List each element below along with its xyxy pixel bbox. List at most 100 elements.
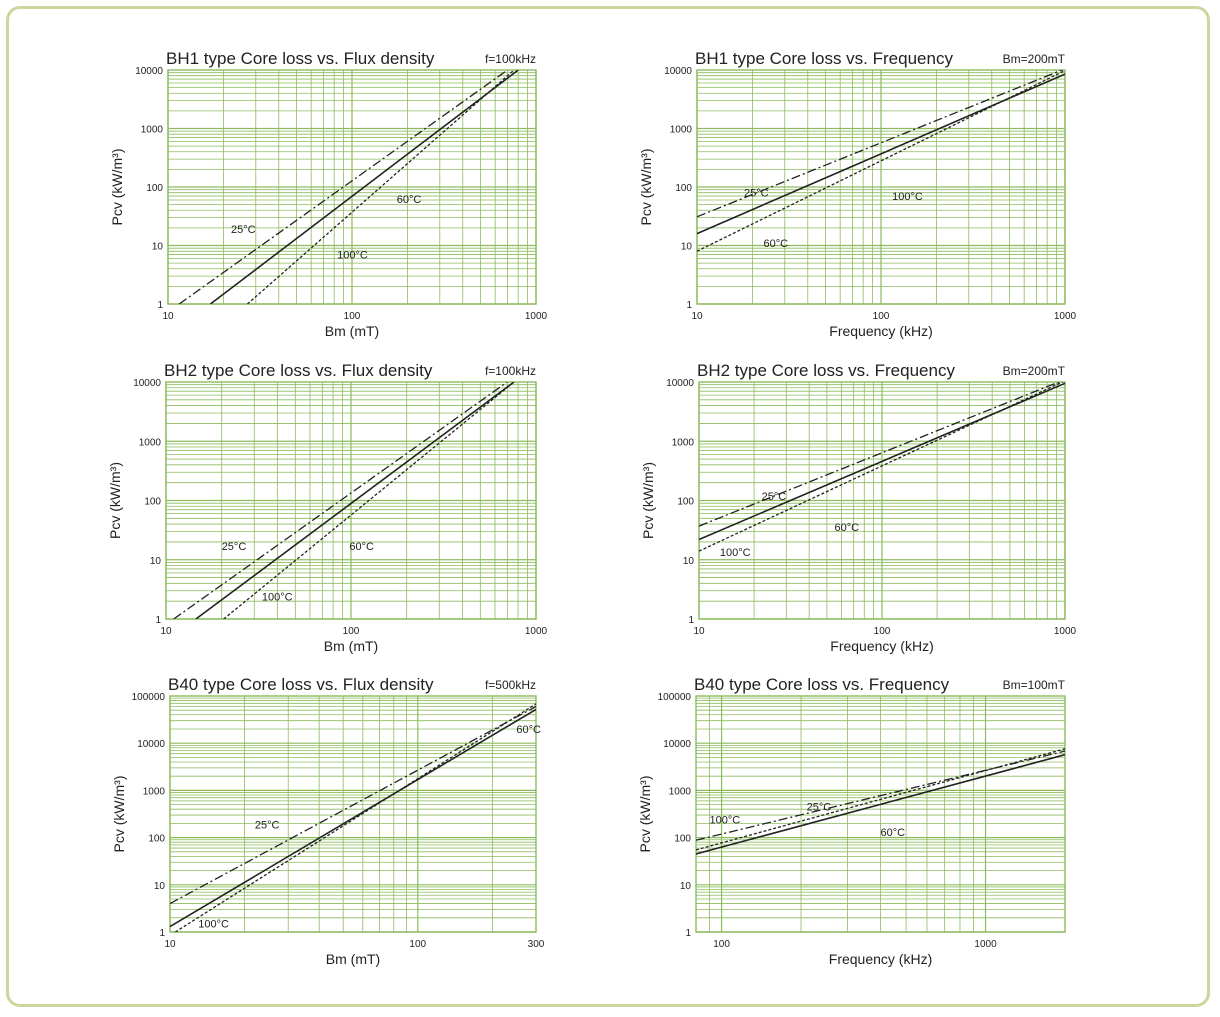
x-tick-label: 1000 — [525, 626, 548, 637]
series-line — [696, 750, 1065, 841]
y-tick-label: 1 — [159, 928, 165, 939]
y-tick-label: 10 — [683, 556, 695, 567]
y-tick-label: 1 — [686, 300, 692, 311]
series-group — [173, 382, 515, 619]
series-group — [178, 70, 519, 304]
y-tick-label: 10000 — [135, 66, 163, 77]
y-tick-label: 10000 — [664, 66, 692, 77]
y-axis-label: Pcv (kW/m³) — [640, 462, 656, 539]
series-line — [170, 705, 536, 905]
chart-condition: f=500kHz — [485, 678, 536, 692]
series-line — [195, 382, 515, 619]
chart-title: BH1 type Core loss vs. Flux density — [166, 49, 435, 68]
series-line — [209, 70, 519, 304]
y-axis-label: Pcv (kW/m³) — [638, 149, 654, 226]
y-axis-label: Pcv (kW/m³) — [637, 776, 653, 853]
series-line — [246, 70, 515, 304]
chart-condition: Bm=200mT — [1003, 364, 1066, 378]
y-axis-label: Pcv (kW/m³) — [111, 776, 127, 853]
chart-6: 25°C 60°C 100°C 100 1000 1 10 100 1000 10000 10000… — [637, 675, 1066, 967]
y-tick-label: 100 — [144, 497, 161, 508]
x-tick-label: 10 — [164, 939, 176, 950]
x-tick-label: 1000 — [974, 939, 997, 950]
annotation-label: 100°C — [710, 815, 741, 827]
annotation-label: 25°C — [231, 224, 256, 236]
chart-title: BH1 type Core loss vs. Frequency — [695, 49, 953, 68]
y-tick-label: 100 — [674, 834, 691, 845]
plot-border — [696, 69, 1066, 305]
grid — [167, 70, 537, 305]
x-tick-label: 10 — [162, 311, 174, 322]
annotation-label: 60°C — [349, 541, 374, 553]
chart-condition: f=100kHz — [485, 52, 536, 66]
y-tick-label: 100 — [675, 183, 692, 194]
y-tick-label: 100 — [148, 834, 165, 845]
x-tick-label: 100 — [873, 311, 890, 322]
y-tick-label: 10 — [150, 556, 162, 567]
series-line — [699, 382, 1064, 552]
y-tick-label: 1000 — [143, 786, 166, 797]
x-tick-label: 10 — [691, 311, 703, 322]
annotation-label: 100°C — [720, 547, 751, 559]
y-tick-label: 10000 — [137, 739, 165, 750]
y-tick-label: 10000 — [663, 739, 691, 750]
x-tick-label: 10 — [160, 626, 172, 637]
plot-border — [169, 695, 537, 933]
annotation-label: 100°C — [337, 250, 368, 262]
series-group — [697, 70, 1065, 252]
y-tick-label: 10000 — [666, 378, 694, 389]
series-group — [699, 382, 1065, 552]
y-axis-label: Pcv (kW/m³) — [109, 149, 125, 226]
series-line — [696, 748, 1065, 851]
annotation-label: 25°C — [762, 491, 787, 503]
y-tick-label: 1 — [688, 615, 694, 626]
y-tick-label: 100000 — [658, 692, 692, 703]
annotation-label: 100°C — [198, 919, 229, 931]
chart-condition: f=100kHz — [485, 364, 536, 378]
chart-condition: Bm=200mT — [1003, 52, 1066, 66]
series-line — [223, 382, 515, 619]
chart-title: B40 type Core loss vs. Frequency — [694, 675, 950, 694]
y-tick-label: 10 — [680, 881, 692, 892]
annotation-label: 60°C — [834, 522, 859, 534]
y-tick-label: 1000 — [670, 125, 693, 136]
y-tick-label: 1 — [685, 928, 691, 939]
annotation-label: 60°C — [764, 238, 789, 250]
annotation-label: 25°C — [222, 541, 247, 553]
y-tick-label: 10 — [152, 242, 164, 253]
y-tick-label: 1000 — [141, 125, 164, 136]
x-tick-label: 100 — [874, 626, 891, 637]
y-tick-label: 1 — [155, 615, 161, 626]
x-tick-label: 10 — [693, 626, 705, 637]
series-line — [697, 70, 1065, 252]
x-tick-label: 100 — [409, 939, 426, 950]
plot-area — [170, 696, 536, 932]
annotation-label: 25°C — [255, 819, 280, 831]
chart-condition: Bm=100mT — [1003, 678, 1066, 692]
annotation-label: 25°C — [744, 188, 769, 200]
series-line — [170, 708, 536, 928]
x-tick-label: 1000 — [1054, 311, 1077, 322]
series-line — [699, 382, 1061, 527]
chart-title: BH2 type Core loss vs. Flux density — [164, 361, 433, 380]
x-tick-label: 1000 — [525, 311, 548, 322]
y-tick-label: 10 — [681, 242, 693, 253]
x-tick-label: 100 — [344, 311, 361, 322]
x-axis-label: Bm (mT) — [325, 323, 379, 339]
annotation-label: 60°C — [516, 724, 541, 736]
series-line — [174, 703, 536, 932]
x-tick-label: 100 — [713, 939, 730, 950]
chart-title: B40 type Core loss vs. Flux density — [168, 675, 434, 694]
series-line — [697, 70, 1064, 218]
y-tick-label: 100 — [677, 497, 694, 508]
annotation-label: 25°C — [807, 801, 832, 813]
series-line — [173, 382, 508, 619]
annotation-label: 60°C — [881, 827, 906, 839]
plot-border — [165, 381, 537, 620]
series-line — [178, 70, 508, 304]
plot-border — [698, 381, 1066, 620]
grid — [698, 382, 1066, 620]
x-axis-label: Bm (mT) — [324, 638, 378, 654]
